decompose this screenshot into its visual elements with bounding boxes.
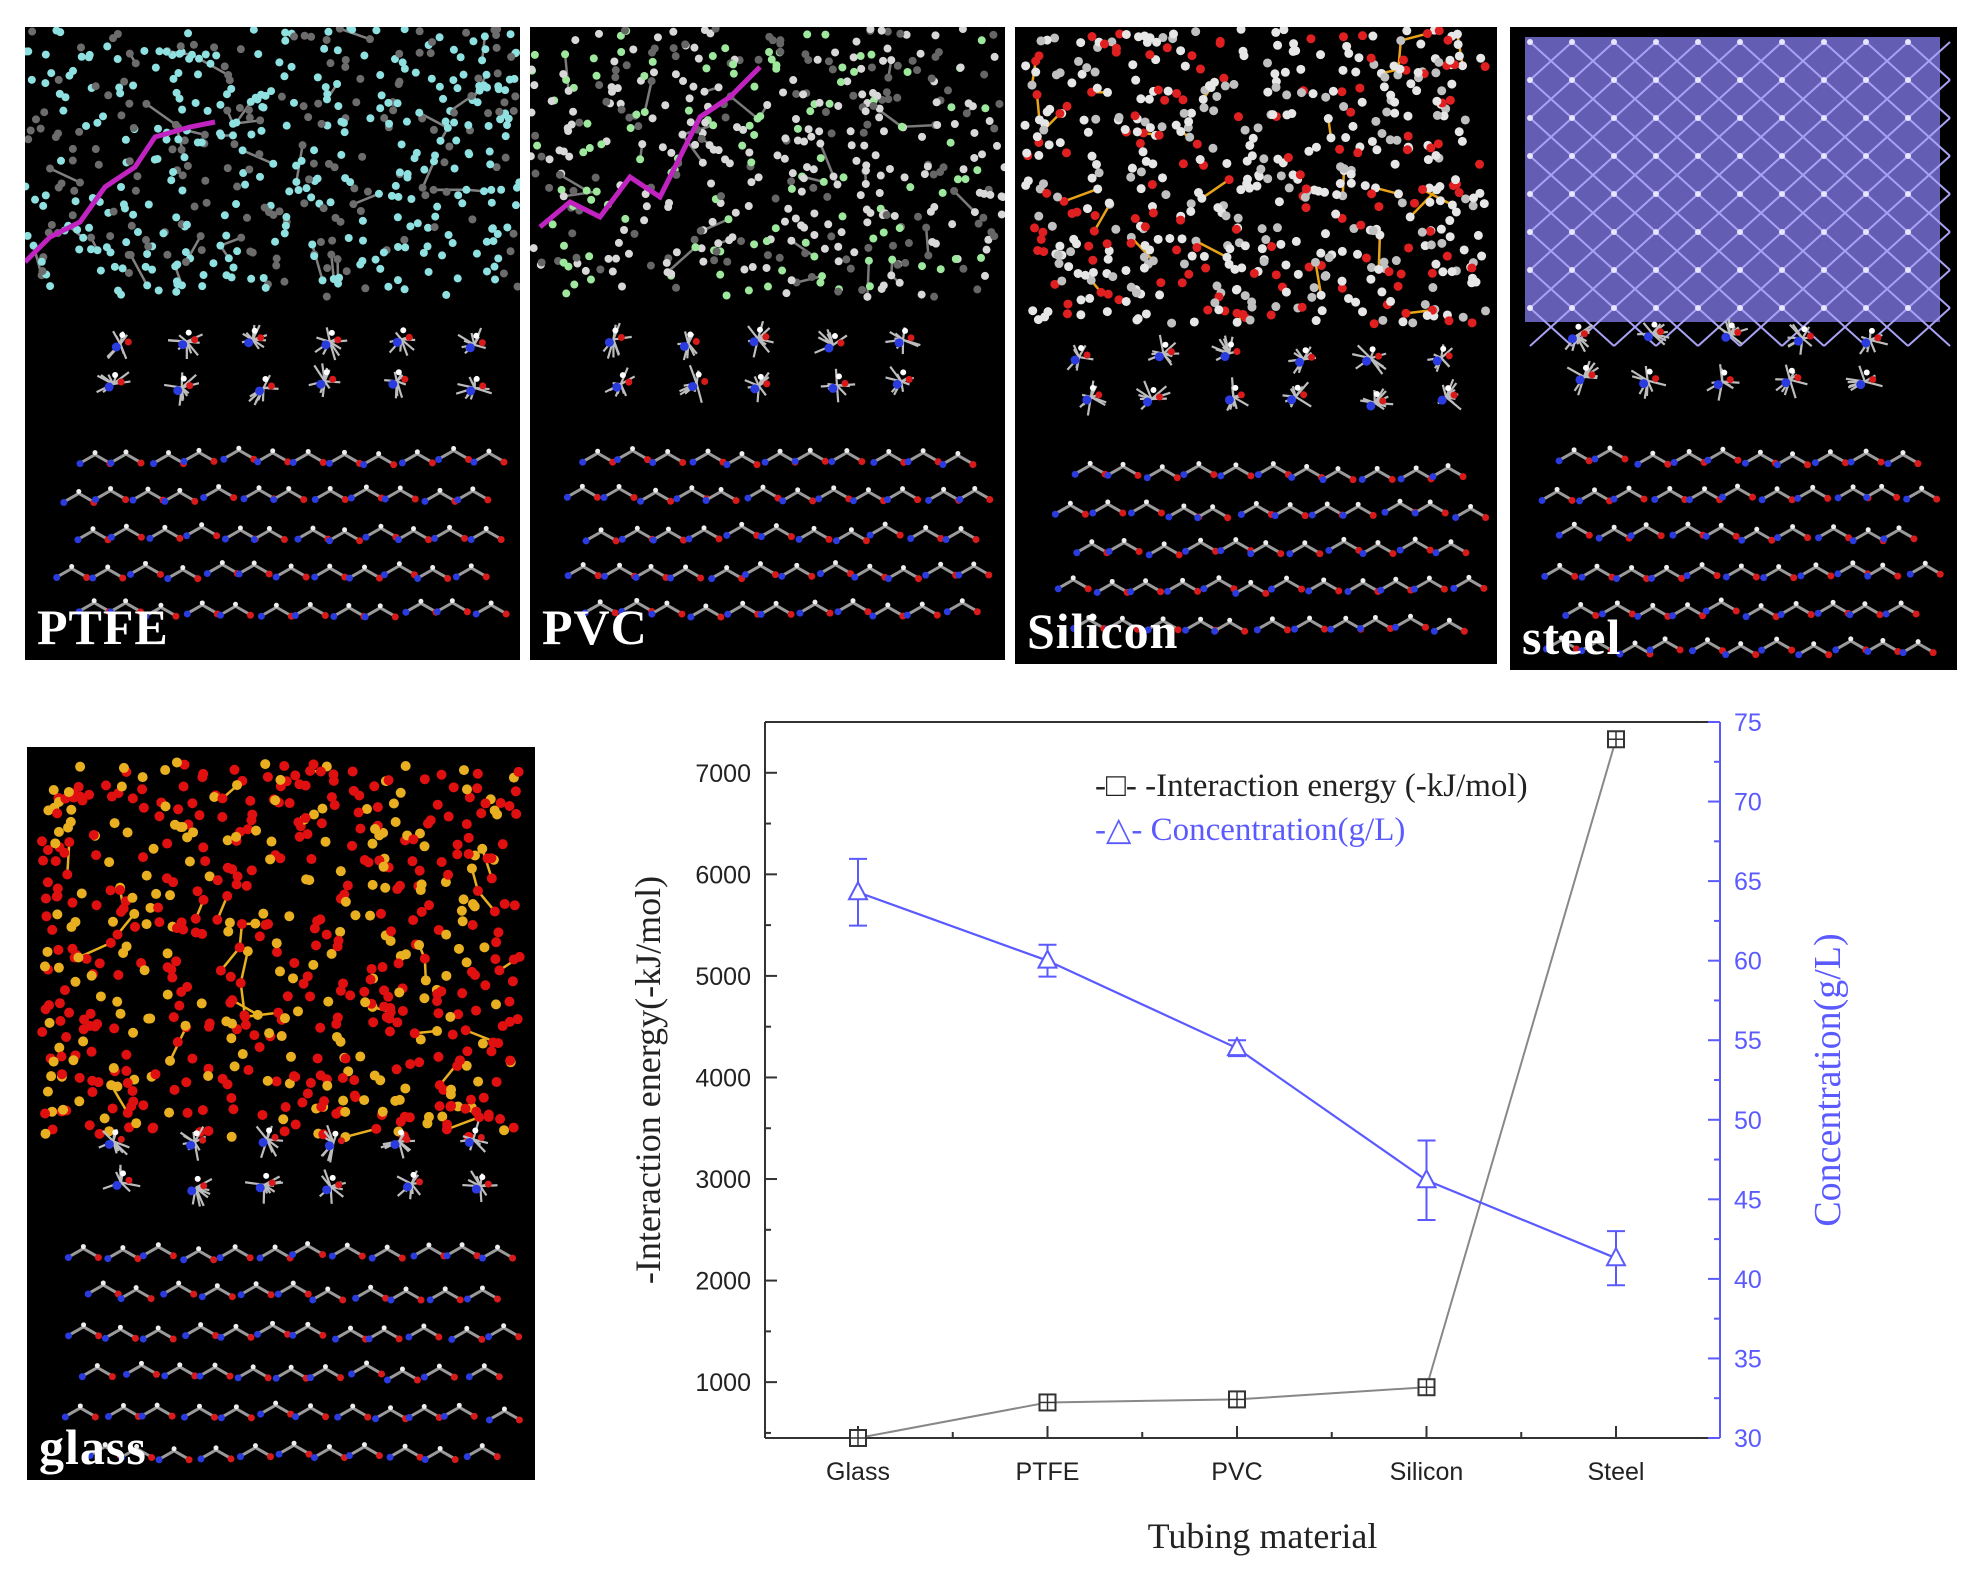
interface-molecules — [1564, 318, 1889, 401]
y-left-tick-label: 2000 — [695, 1268, 751, 1296]
solvent-molecules — [1051, 460, 1490, 635]
y-right-tick-label: 40 — [1734, 1266, 1762, 1294]
ptfe-highlight-chain — [25, 119, 216, 264]
y-right-tick-label: 65 — [1734, 868, 1762, 896]
glass-network — [37, 757, 525, 1142]
silicon-label: Silicon — [1027, 603, 1179, 659]
concentration-point — [847, 880, 869, 901]
chart-svg: 1000 2000 3000 4000 5000 6000 7000 30 35 40 45 50 55… — [628, 709, 1849, 1556]
y-right-tick-label: 50 — [1734, 1107, 1762, 1135]
solvent-molecules — [563, 446, 994, 621]
solvent-molecules — [1538, 445, 1944, 659]
interface-molecules — [1066, 334, 1462, 416]
concentration-point — [1415, 1168, 1438, 1189]
steel-simulation-panel: steel — [1510, 27, 1957, 670]
y-left-tick-label: 4000 — [695, 1064, 751, 1092]
ptfe-label: PTFE — [37, 599, 169, 655]
interaction-concentration-chart: 1000 2000 3000 4000 5000 6000 7000 30 35 40 45 50 55… — [595, 700, 1971, 1582]
steel-label: steel — [1522, 609, 1622, 665]
y-left-tick-label: 3000 — [695, 1166, 751, 1194]
y-left-tick-label: 1000 — [695, 1369, 751, 1397]
y-right-tick-label: 75 — [1734, 709, 1762, 737]
concentration-point — [1226, 1036, 1248, 1057]
glass-label: glass — [39, 1419, 147, 1475]
ptfe-molecule-image — [25, 27, 520, 621]
y-right-tick-label: 70 — [1734, 789, 1762, 817]
legend-concentration-label: -△- Concentration(g/L) — [1095, 812, 1405, 848]
pvc-highlight-chain — [538, 65, 762, 229]
y-right-tick-label: 60 — [1734, 948, 1762, 976]
ptfe-simulation-panel: PTFE — [25, 27, 520, 660]
silicon-simulation-panel: Silicon — [1015, 27, 1497, 664]
x-tick-label: Glass — [826, 1458, 890, 1486]
solvent-molecules — [61, 1241, 523, 1464]
solvent-molecules — [53, 445, 510, 621]
silicon-molecule-image — [1020, 27, 1491, 635]
silicon-polymer — [1020, 27, 1491, 329]
pvc-polymer — [530, 27, 1005, 301]
legend-energy-label: -□- -Interaction energy (-kJ/mol) — [1095, 768, 1528, 804]
x-tick-label: PVC — [1211, 1458, 1262, 1486]
concentration-point — [1036, 948, 1059, 969]
x-tick-label: Steel — [1588, 1458, 1645, 1486]
glass-molecule-image — [37, 757, 525, 1464]
y-left-tick-label: 7000 — [695, 760, 751, 788]
x-tick-label: PTFE — [1016, 1458, 1080, 1486]
interface-molecules — [602, 320, 921, 404]
ptfe-polymer — [25, 27, 520, 301]
y-left-tick-label: 5000 — [695, 963, 751, 991]
y-right-tick-label: 55 — [1734, 1027, 1762, 1055]
y-right-tick-label: 30 — [1734, 1425, 1762, 1453]
glass-simulation-panel: glass — [27, 747, 535, 1480]
y-right-axis-title: Concentration(g/L) — [1807, 933, 1849, 1226]
concentration-point — [1605, 1246, 1627, 1267]
interface-molecules — [96, 324, 493, 406]
interface-molecules — [98, 1121, 498, 1207]
x-tick-label: Silicon — [1390, 1458, 1464, 1486]
x-axis-title: Tubing material — [1148, 1516, 1378, 1556]
y-left-axis-title: -Interaction energy(-kJ/mol) — [628, 876, 668, 1284]
steel-lattice — [1525, 37, 1951, 347]
y-right-tick-label: 45 — [1734, 1186, 1762, 1214]
concentration-series-line — [857, 891, 1617, 1260]
pvc-simulation-panel: PVC — [530, 27, 1005, 660]
y-right-tick-label: 35 — [1734, 1345, 1762, 1373]
pvc-label: PVC — [542, 599, 648, 655]
y-left-tick-label: 6000 — [695, 861, 751, 889]
steel-molecule-image — [1525, 37, 1951, 659]
pvc-molecule-image — [530, 27, 1005, 621]
